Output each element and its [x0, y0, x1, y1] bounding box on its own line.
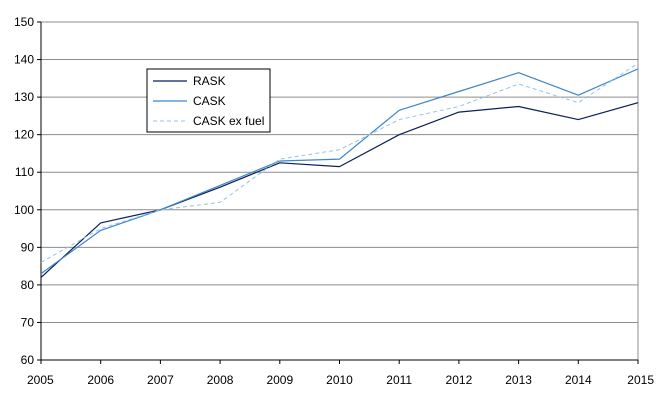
x-tick-label: 2010	[326, 373, 353, 387]
x-tick-label: 2009	[266, 373, 293, 387]
y-tick-label: 60	[21, 353, 35, 367]
legend-label: CASK	[193, 94, 226, 108]
y-tick-label: 150	[14, 15, 34, 29]
plot-area-border	[40, 21, 639, 361]
x-axis-tick-labels: 2005 2006 2007 2008 2009 2010 2011 2012 2013 2014…	[27, 373, 654, 387]
legend-label: CASK ex fuel	[193, 114, 264, 128]
series-line-rask	[40, 102, 639, 278]
y-tick-label: 70	[21, 315, 35, 329]
legend: RASK CASK CASK ex fuel	[146, 68, 271, 133]
x-tick-label: 2011	[386, 373, 412, 387]
x-tick-label: 2015	[627, 373, 654, 387]
x-tick-label: 2014	[565, 373, 592, 387]
axes	[37, 21, 639, 364]
series-line-cask-ex-fuel	[40, 62, 639, 263]
x-tick-label: 2005	[27, 373, 54, 387]
y-tick-label: 80	[21, 278, 35, 292]
y-tick-label: 90	[21, 240, 35, 254]
y-tick-label: 110	[15, 165, 34, 179]
legend-label: RASK	[193, 74, 226, 88]
y-tick-label: 130	[14, 90, 34, 104]
y-tick-label: 140	[14, 53, 34, 67]
series-line-cask	[40, 68, 639, 275]
series-lines	[40, 62, 639, 278]
y-tick-label: 100	[14, 203, 34, 217]
x-tick-label: 2012	[446, 373, 473, 387]
x-tick-label: 2013	[505, 373, 532, 387]
x-tick-label: 2006	[87, 373, 114, 387]
x-tick-label: 2007	[147, 373, 174, 387]
gridlines	[40, 21, 639, 361]
y-axis-tick-labels: 60 70 80 90 100 110 120 130 140 150	[14, 15, 34, 367]
y-tick-label: 120	[14, 128, 34, 142]
x-tick-label: 2008	[207, 373, 234, 387]
